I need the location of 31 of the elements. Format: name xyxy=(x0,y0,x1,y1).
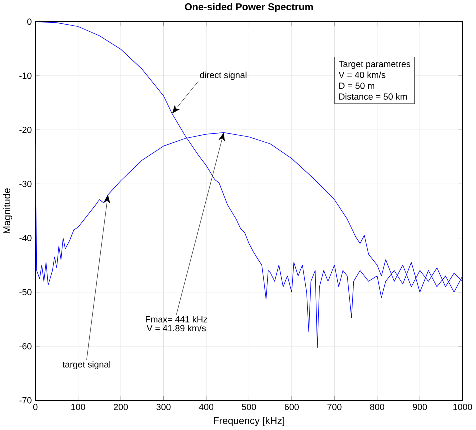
annotation: direct signal xyxy=(200,72,247,80)
x-tick-label: 100 xyxy=(72,404,86,411)
x-tick-label: 0 xyxy=(33,404,38,411)
annotation: D = 50 m xyxy=(340,83,374,90)
y-tick-label: -70 xyxy=(20,398,32,404)
x-tick-label: 900 xyxy=(413,404,428,411)
annotation: Distance = 50 km xyxy=(340,94,408,100)
x-tick-label: 600 xyxy=(284,404,299,411)
x-axis-title: Frequency [kHz] xyxy=(214,417,284,427)
x-tick-label: 700 xyxy=(328,404,342,411)
y-tick-label: -40 xyxy=(20,235,32,242)
annotation: Fmax= 441 kHz xyxy=(146,316,208,323)
y-axis-title: Magnitude xyxy=(3,188,12,234)
chart-title: One-sided Power Spectrum xyxy=(185,3,314,13)
y-tick-label: 0 xyxy=(28,18,32,26)
annotation: Target parametres xyxy=(339,61,411,70)
line-series xyxy=(36,22,463,349)
y-tick-label: -50 xyxy=(20,289,32,296)
y-tick-label: -10 xyxy=(20,73,32,80)
x-tick-label: 300 xyxy=(156,404,171,411)
y-tick-label: -30 xyxy=(20,181,32,188)
x-tick-label: 800 xyxy=(370,404,384,411)
annotation: V = 41.89 km/s xyxy=(146,325,206,332)
x-tick-label: 200 xyxy=(114,404,128,411)
annotation: target signal xyxy=(62,361,110,370)
y-tick-label: -20 xyxy=(20,127,32,134)
x-tick-label: 500 xyxy=(242,404,256,411)
y-tick-label: -60 xyxy=(20,344,32,350)
annotation: V = 40 km/s xyxy=(338,72,386,78)
x-tick-label: 1000 xyxy=(454,404,472,411)
x-tick-label: 400 xyxy=(199,404,214,411)
